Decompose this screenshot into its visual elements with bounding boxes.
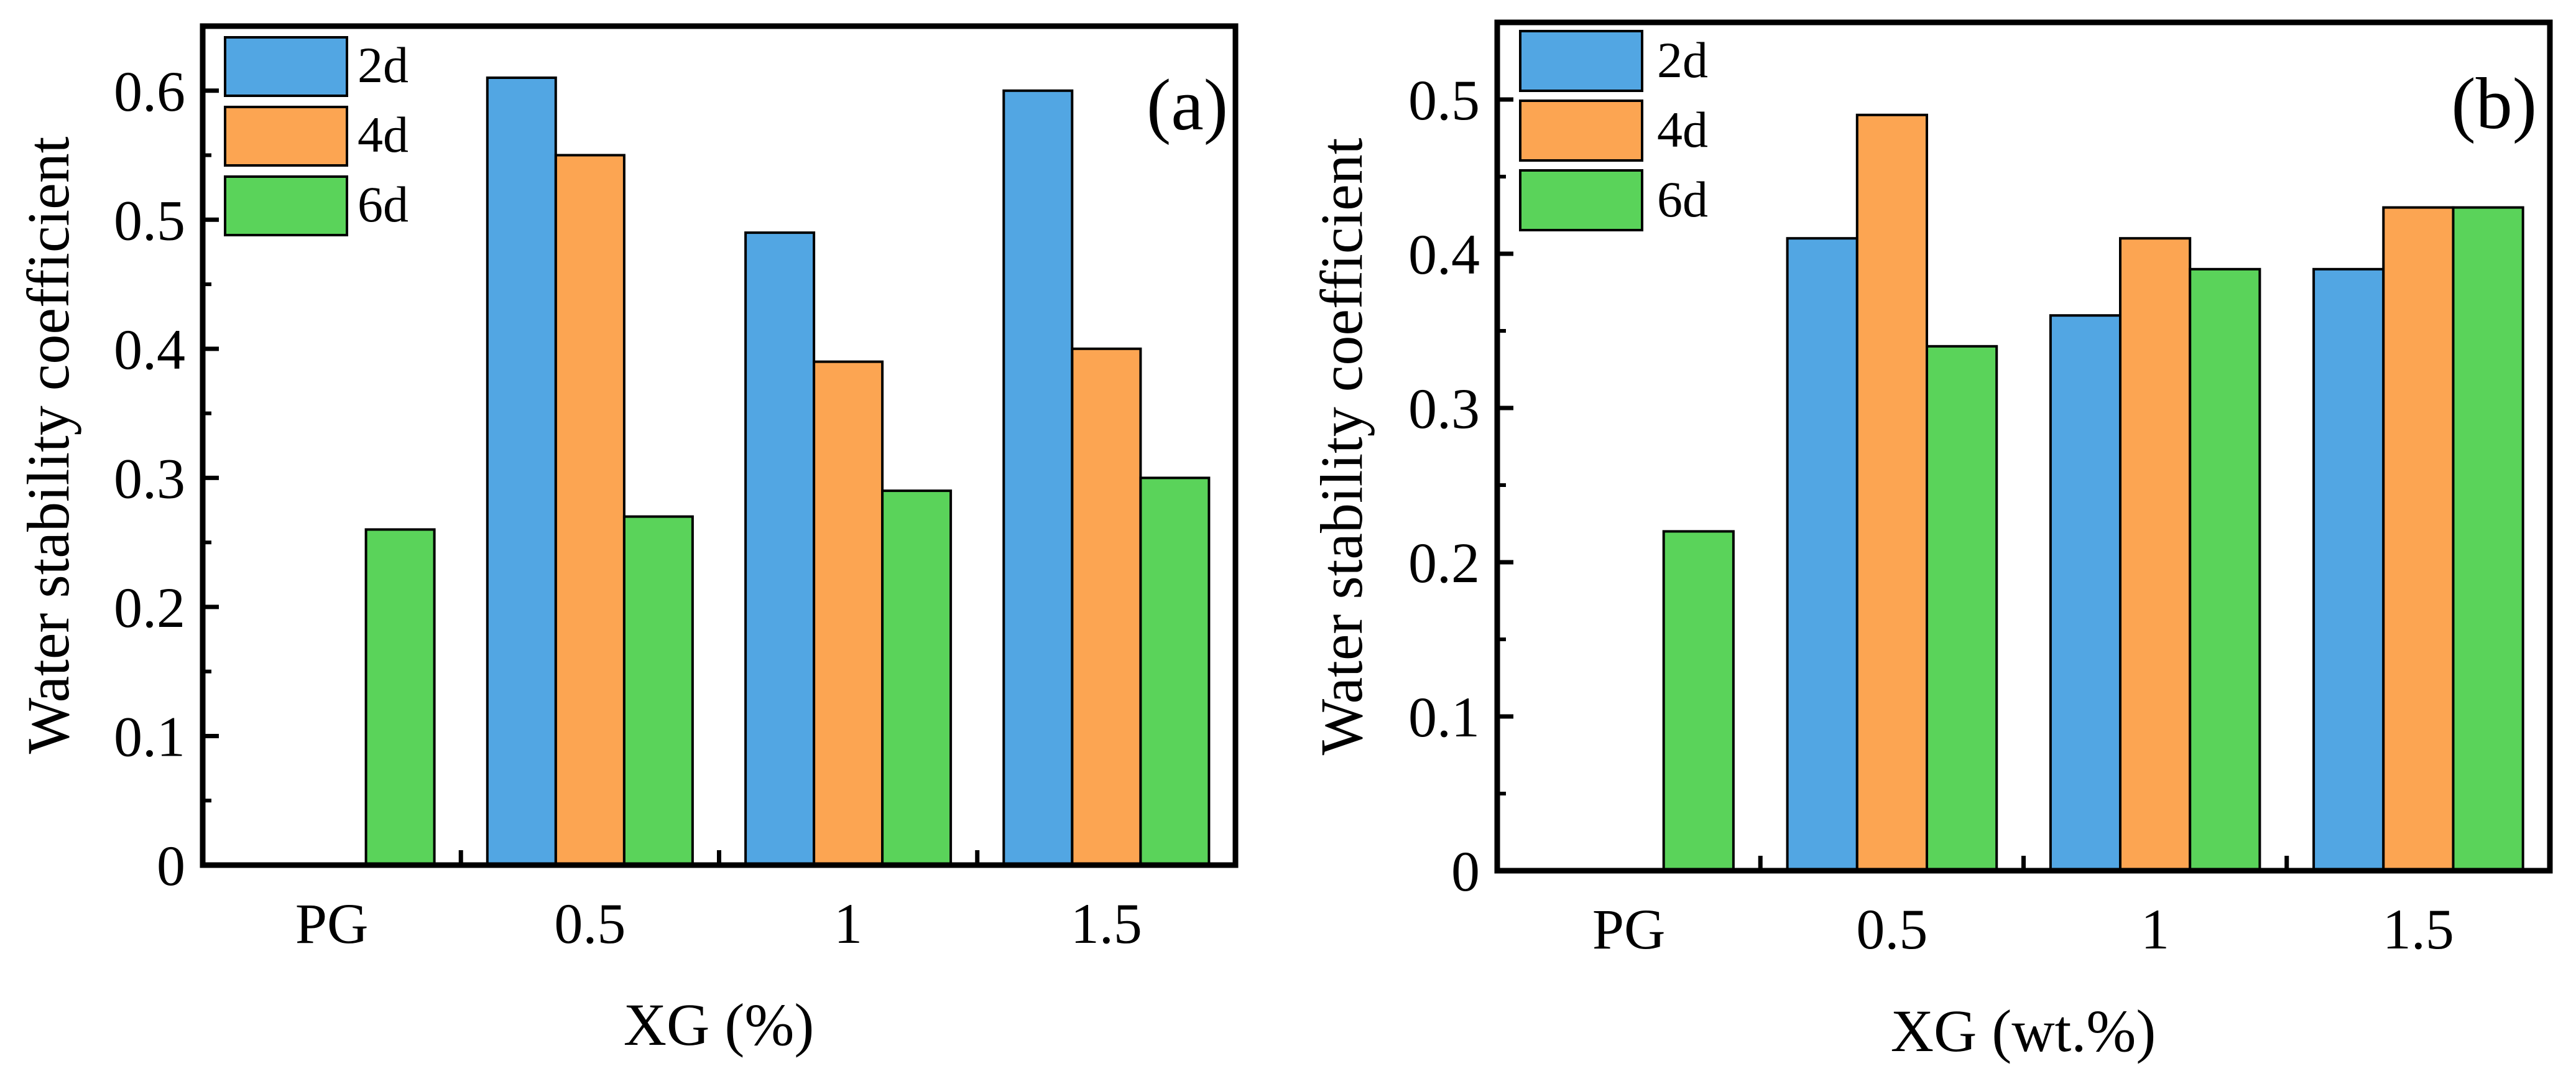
ytick-labels-panel-b: 0 0.1 0.2 0.3 0.4 0.5 xyxy=(1408,68,1480,903)
bar-6d-0.5-panel-b xyxy=(1926,345,1998,872)
legend-swatch-2d-panel-b xyxy=(1519,30,1643,92)
bars-panel-b xyxy=(1662,113,2524,873)
legend-swatch-2d-panel-a xyxy=(224,36,348,97)
ytick-label-panel-a: 0.6 xyxy=(114,60,185,123)
xtick-label-panel-a: 1 xyxy=(834,892,862,955)
legend-label-2d-panel-b: 2d xyxy=(1657,32,1708,88)
ytick-label-panel-a: 0.3 xyxy=(114,447,185,510)
y-axis-title-panel-b: Water stability coefficient xyxy=(1308,137,1375,755)
bar-4d-0.5-panel-b xyxy=(1855,113,1929,872)
bar-6d-PG-panel-b xyxy=(1662,530,1735,872)
legend-label-2d-panel-a: 2d xyxy=(358,37,409,93)
bar-2d-0.5-panel-a xyxy=(486,76,557,866)
ytick-label-panel-b: 0 xyxy=(1451,840,1480,903)
ytick-labels-panel-a: 0 0.1 0.2 0.3 0.4 0.5 0.6 xyxy=(114,60,185,897)
ytick-label-panel-b: 0.2 xyxy=(1408,531,1480,595)
ytick-label-panel-a: 0 xyxy=(157,834,185,897)
ytick-label-panel-a: 0.5 xyxy=(114,188,185,252)
x-axis-title-panel-b: XG (wt.%) xyxy=(1891,998,2156,1064)
legend-panel-a: 2d 4d 6d xyxy=(224,36,409,236)
ytick-label-panel-a: 0.2 xyxy=(114,576,185,639)
xtick-label-panel-b: 0.5 xyxy=(1856,897,1927,961)
bar-6d-1.5-panel-b xyxy=(2452,206,2524,873)
bar-6d-1.5-panel-a xyxy=(1139,476,1211,866)
bar-2d-1.5-panel-b xyxy=(2312,267,2385,872)
y-axis-title-panel-a: Water stability coefficient xyxy=(15,136,81,754)
xtick-label-panel-b: 1 xyxy=(2141,897,2169,961)
bars-panel-a xyxy=(364,76,1211,867)
legend-label-6d-panel-a: 6d xyxy=(358,176,409,233)
ytick-label-panel-b: 0.1 xyxy=(1408,685,1480,749)
ytick-label-panel-a: 0.4 xyxy=(114,318,185,381)
xtick-label-panel-a: 1.5 xyxy=(1071,892,1142,955)
bar-2d-1-panel-a xyxy=(744,231,816,867)
bar-4d-1-panel-a xyxy=(813,360,884,866)
bar-2d-1-panel-b xyxy=(2049,314,2122,872)
plot-frame-panel-b xyxy=(1494,19,2553,874)
ytick-label-panel-b: 0.4 xyxy=(1408,223,1480,286)
bar-2d-0.5-panel-b xyxy=(1786,237,1858,872)
legend-swatch-4d-panel-b xyxy=(1519,100,1643,162)
legend-swatch-6d-panel-b xyxy=(1519,169,1643,231)
xtick-labels-panel-b: PG 0.5 1 1.5 xyxy=(1592,897,2454,961)
xtick-label-panel-b: PG xyxy=(1592,897,1666,961)
ytick-label-panel-b: 0.3 xyxy=(1408,377,1480,440)
xtick-label-panel-a: 0.5 xyxy=(554,892,626,955)
chart-panel-a: 0 0.1 0.2 0.3 0.4 0.5 0.6 PG 0.5 1 1.5 Water stab… xyxy=(15,23,1239,1058)
bar-6d-PG-panel-a xyxy=(364,528,436,866)
legend-label-4d-panel-b: 4d xyxy=(1657,101,1708,158)
legend-label-6d-panel-b: 6d xyxy=(1657,171,1708,228)
panel-label-b: (b) xyxy=(2451,63,2537,144)
legend-label-4d-panel-a: 4d xyxy=(358,106,409,163)
bar-4d-1.5-panel-b xyxy=(2382,206,2455,873)
ytick-label-panel-a: 0.1 xyxy=(114,705,185,768)
bar-4d-1.5-panel-a xyxy=(1071,347,1142,866)
legend-panel-b: 2d 4d 6d xyxy=(1519,30,1708,231)
legend-swatch-6d-panel-a xyxy=(224,175,348,236)
bar-6d-1-panel-b xyxy=(2189,267,2261,872)
ytick-label-panel-b: 0.5 xyxy=(1408,68,1480,132)
x-axis-title-panel-a: XG (%) xyxy=(624,991,815,1058)
bar-4d-1-panel-b xyxy=(2119,237,2192,872)
chart-panel-b: 0 0.1 0.2 0.3 0.4 0.5 PG 0.5 1 1.5 Water stabili… xyxy=(1308,19,2553,1064)
xtick-label-panel-a: PG xyxy=(295,892,369,955)
bar-4d-0.5-panel-a xyxy=(554,154,626,866)
bar-6d-1-panel-a xyxy=(881,489,953,866)
bar-2d-1.5-panel-a xyxy=(1002,89,1074,866)
xtick-labels-panel-a: PG 0.5 1 1.5 xyxy=(295,892,1142,955)
plot-frame-panel-a xyxy=(200,23,1239,868)
xtick-label-panel-b: 1.5 xyxy=(2383,897,2454,961)
panel-label-a: (a) xyxy=(1147,64,1228,146)
bar-6d-0.5-panel-a xyxy=(622,515,694,866)
legend-swatch-4d-panel-a xyxy=(224,106,348,167)
